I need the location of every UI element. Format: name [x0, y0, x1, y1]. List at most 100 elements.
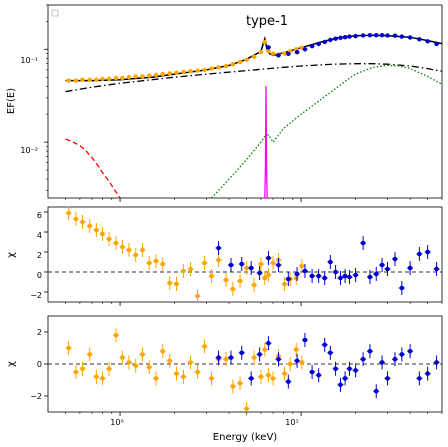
- residual-2-blue-point-16: [342, 376, 348, 381]
- residual-1-orange-point-18: [188, 266, 193, 272]
- spectrum-blue-point-3: [294, 50, 300, 55]
- spectrum-blue-point-20: [399, 34, 405, 39]
- spectrum-orange-point-8: [120, 75, 125, 81]
- residual-2-blue-point-6: [276, 356, 281, 362]
- residual-2-blue-point-28: [425, 371, 430, 376]
- residual-2-blue-point-29: [434, 360, 439, 365]
- residual-1-orange-point-36: [299, 263, 305, 269]
- residual-1-orange-point-29: [262, 275, 268, 281]
- residual-1-blue-point-27: [417, 251, 422, 257]
- residual-2-blue-point-18: [353, 368, 358, 373]
- legend-box: [51, 9, 59, 17]
- residual-2-blue-point-26: [407, 348, 413, 354]
- residual-1-orange-point-20: [202, 260, 207, 266]
- residual-1-blue-point-28: [425, 249, 430, 255]
- residual-1-blue-point-19: [360, 240, 366, 246]
- residual-2-orange-point-26: [244, 406, 249, 412]
- residual-2-blue-point-22: [379, 360, 385, 365]
- residual-1-orange-point-16: [174, 281, 179, 287]
- spectrum-orange-point-11: [140, 74, 145, 79]
- residual-1-orange-point-23: [223, 277, 229, 283]
- residual-1-blue-point-5: [266, 255, 271, 261]
- spectrum-orange-point-14: [160, 71, 165, 77]
- residual-2-orange-point-2: [80, 366, 85, 372]
- residual-2-orange-point-6: [106, 366, 112, 372]
- residual-1-blue-point-23: [385, 266, 390, 272]
- residual-2-blue-point-15: [338, 382, 343, 388]
- residual-2-orange-point-19: [195, 369, 200, 375]
- spectrum-blue-point-10: [338, 35, 343, 40]
- residual-2-orange-point-8: [120, 355, 125, 360]
- residual-1-orange-point-27: [251, 282, 257, 288]
- model-line-4: [264, 86, 268, 198]
- residual-2-orange-point-20: [202, 344, 207, 349]
- residual-2-blue-point-3: [248, 376, 254, 381]
- residual-1-blue-point-24: [392, 256, 398, 262]
- y-axis-label-residual-1: χ: [6, 252, 17, 258]
- residual-1-layer: [48, 206, 442, 303]
- residual-2-orange-point-3: [87, 352, 93, 357]
- spectrum-blue-point-15: [367, 32, 373, 38]
- spectrum-orange-point-5: [100, 76, 105, 82]
- residual-2-blue-point-13: [328, 350, 333, 356]
- residual-1-orange-point-4: [94, 227, 99, 233]
- y-axis-label-spectrum: EF(E): [6, 88, 17, 114]
- residual-1-orange-point-14: [160, 261, 165, 267]
- spectrum-orange-point-6: [106, 76, 112, 82]
- spectrum-orange-point-12: [147, 73, 152, 78]
- spectrum-orange-point-27: [251, 54, 257, 60]
- spectrum-orange-point-33: [282, 51, 287, 56]
- residual-1-orange-point-33: [282, 281, 287, 287]
- residual-2-orange-point-23: [223, 356, 229, 362]
- spectrum-orange-point-26: [244, 57, 249, 63]
- spectrum-orange-point-0: [66, 78, 71, 83]
- y-tick-label-spectrum-1: 10⁻¹: [20, 56, 38, 65]
- residual-1-blue-point-14: [333, 269, 338, 275]
- spectrum-blue-point-1: [276, 53, 281, 58]
- residual-2-blue-point-4: [257, 352, 262, 357]
- residual-1-blue-point-21: [373, 271, 379, 277]
- spectrum-blue-point-16: [374, 32, 379, 38]
- residual-1-blue-point-12: [322, 275, 328, 281]
- spectrum-orange-point-13: [153, 72, 159, 78]
- residual-2-blue-point-20: [367, 348, 373, 354]
- residual-1-orange-point-2: [80, 219, 85, 225]
- spectrum-orange-point-29: [262, 39, 267, 45]
- spectrum-orange-point-10: [133, 74, 138, 79]
- y-axis-label-residual-2: χ: [6, 361, 17, 367]
- residual-1-orange-point-13: [153, 258, 159, 264]
- spectrum-blue-point-23: [425, 39, 430, 44]
- residual-2-orange-point-36: [299, 360, 305, 365]
- model-line-1: [65, 63, 442, 93]
- residual-2-blue-point-12: [322, 342, 328, 348]
- residual-1-blue-point-20: [367, 274, 373, 280]
- residual-2-blue-point-19: [360, 356, 366, 362]
- spectrum-blue-point-9: [333, 36, 338, 41]
- residual-2-orange-point-30: [266, 372, 271, 378]
- residual-1-blue-point-7: [286, 276, 291, 282]
- residual-2-blue-point-21: [373, 388, 379, 394]
- spectrum-blue-point-2: [286, 51, 291, 57]
- residual-2-blue-point-8: [294, 358, 300, 364]
- residual-2-blue-point-14: [333, 366, 338, 372]
- residual-2-orange-point-27: [251, 355, 257, 360]
- residual-2-blue-point-5: [266, 340, 271, 346]
- residual-1-blue-point-29: [434, 266, 439, 272]
- residual-1-orange-point-9: [126, 247, 132, 253]
- y-tick-label-res1-0: −2: [30, 291, 42, 300]
- residual-1-orange-point-31: [270, 260, 276, 266]
- spectrum-orange-point-9: [126, 75, 132, 80]
- residual-2-orange-point-9: [126, 360, 132, 365]
- residual-2-blue-point-10: [309, 369, 315, 375]
- residual-2-orange-point-28: [258, 374, 264, 380]
- spectrum-orange-point-23: [223, 63, 229, 69]
- residual-1-orange-point-19: [195, 293, 200, 299]
- y-tick-label-res2-0: −2: [30, 392, 42, 401]
- spectrum-blue-point-5: [309, 43, 315, 49]
- residual-1-orange-point-8: [120, 244, 125, 250]
- residual-1-orange-point-24: [230, 286, 236, 292]
- residual-2-blue-point-24: [392, 356, 398, 362]
- residual-2-orange-point-15: [167, 358, 172, 364]
- residual-2-orange-point-7: [113, 332, 119, 338]
